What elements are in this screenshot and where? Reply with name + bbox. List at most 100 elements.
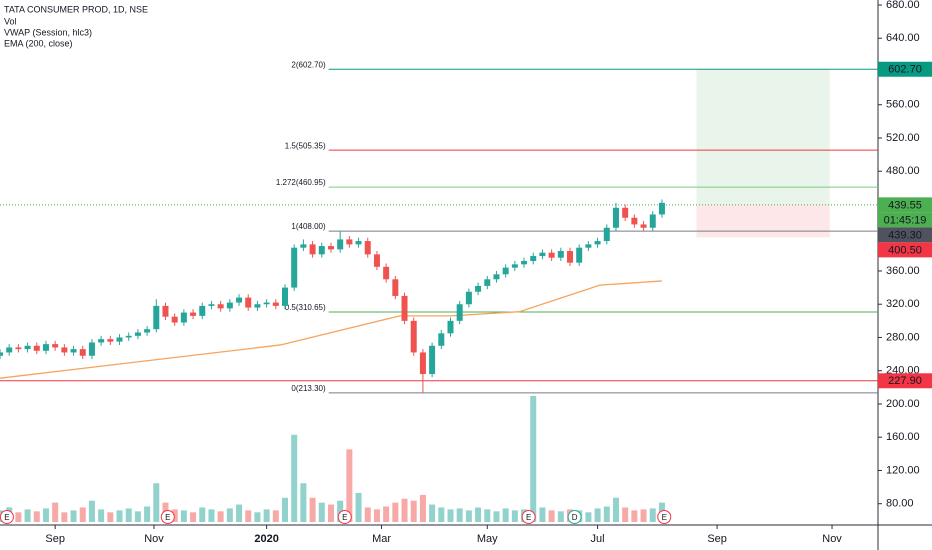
price-tag: 439.30 [888,229,922,241]
candle-body [15,347,22,350]
y-tick-label: 520.00 [886,132,920,144]
volume-bar [144,506,151,522]
candle-body [502,267,509,275]
volume-bar [107,512,114,522]
fib-label: 2(602.70) [291,60,326,69]
volume-bar [631,510,638,522]
candle-body [24,345,31,350]
candle-body [631,217,638,225]
x-tick-label: 2020 [254,533,278,545]
volume-bar [88,500,95,522]
ema-line [0,280,662,379]
candle-body [0,352,3,356]
volume-bar [465,510,472,522]
price-tag: 602.70 [888,64,922,76]
fib-label: 0.5(310.65) [285,303,326,312]
y-tick-label: 80.00 [886,498,914,510]
volume-bar [70,510,77,522]
candle-body [272,302,279,306]
candle-body [419,352,426,375]
volume-bar [42,508,49,522]
candle-body [576,247,583,263]
y-tick-label: 280.00 [886,331,920,343]
volume-bar [291,434,298,522]
volume-bar [373,509,380,522]
candle-body [79,349,86,356]
volume-bar [134,511,141,522]
candle-body [465,291,472,305]
candle-body [282,287,289,306]
event-marker [567,510,582,524]
volume-bar [383,506,390,522]
volume-bar [171,509,178,522]
volume-bar [180,510,187,522]
candle-body [612,207,619,228]
fib-label: 1(408.00) [291,222,326,231]
candle-body [162,305,169,317]
volume-bar [33,511,40,522]
x-tick-label: Sep [707,533,727,545]
volume-bar [401,498,408,522]
y-tick-label: 480.00 [886,165,920,177]
candle-body [98,339,105,343]
volume-bar [355,492,362,522]
volume-bar [309,497,316,522]
candle-body [401,295,408,321]
indicator-label: VWAP (Session, hlc3) [4,27,92,37]
candle-body [511,264,518,268]
candle-body [217,304,224,309]
volume-bar [511,510,518,522]
candle-body [521,261,528,265]
candle-body [327,246,334,250]
y-tick-label: 360.00 [886,265,920,277]
volume-bar [217,511,224,522]
volume-bar [208,509,215,522]
candle-body [475,285,482,292]
candle-body [52,344,59,348]
volume-bar [493,511,500,522]
candle-body [355,241,362,245]
volume-bar [282,497,289,522]
stop-zone [696,204,830,238]
price-tag-bg [878,197,932,213]
volume-bar [539,507,546,522]
countdown: 01:45:19 [884,214,927,226]
event-label: E [165,513,170,522]
volume-bar [456,508,463,522]
volume-bar [603,506,610,522]
volume-bar [438,507,445,522]
y-tick-label: 320.00 [886,298,920,310]
y-tick-label: 680.00 [886,0,920,11]
target-zone [696,69,830,205]
candle-body [254,304,261,308]
candle-body [208,304,215,306]
candle-body [456,304,463,321]
candle-body [447,320,454,334]
volume-bar [649,508,656,522]
volume-bar [98,509,105,522]
candle-body [594,241,601,245]
candle-body [180,312,187,323]
fib-label: 1.5(505.35) [285,141,326,150]
volume-bar [116,510,123,522]
x-tick-label: May [477,533,498,545]
price-tag: 227.90 [888,375,922,387]
volume-bar [447,509,454,522]
candle-body [567,251,574,263]
price-tag-bg [878,242,932,258]
volume-bar [226,508,233,522]
candle-body [557,251,564,258]
fib-label: 1.272(460.95) [276,178,326,187]
candle-body [493,274,500,280]
candle-body [346,239,353,245]
candle-body [107,339,114,342]
volume-bar [318,502,325,522]
volume-bar [622,507,629,522]
indicator-label: Vol [4,16,17,26]
volume-bar [254,512,261,522]
candle-body [199,305,206,316]
candle-body [116,337,123,342]
volume-bar [484,509,491,522]
